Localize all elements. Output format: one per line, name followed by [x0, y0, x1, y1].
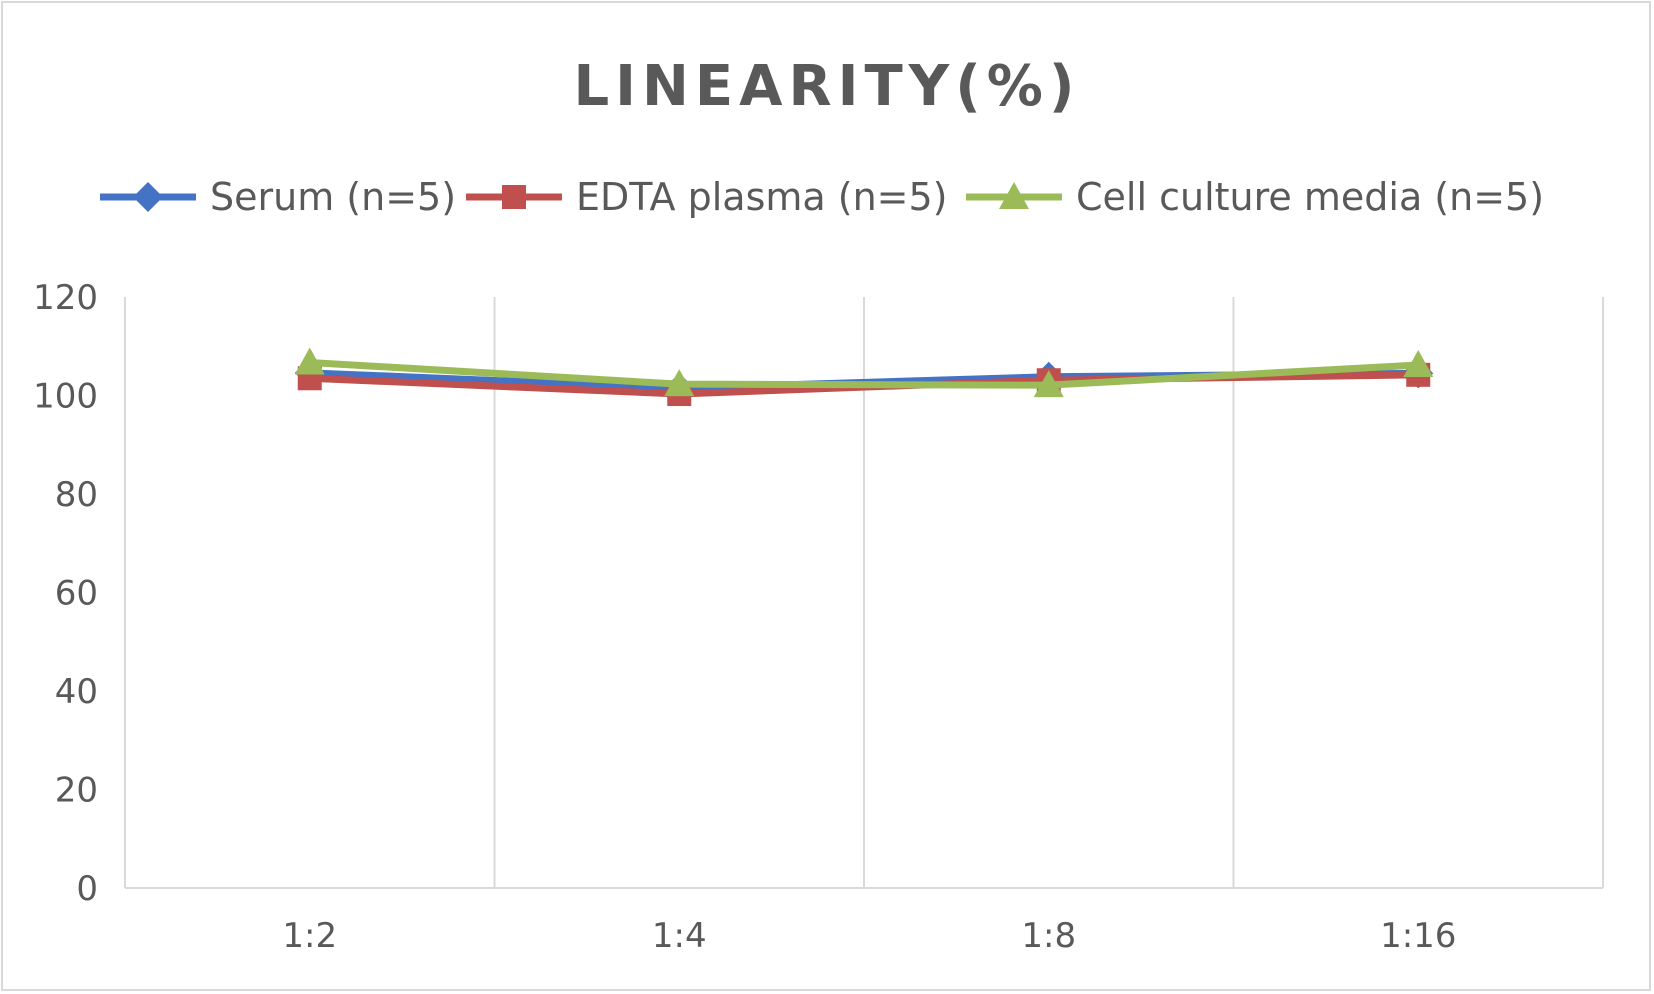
square-marker	[502, 185, 526, 209]
triangle-marker	[1403, 349, 1434, 377]
legend-item: Serum (n=5)	[100, 175, 456, 219]
y-tick-label: 80	[55, 475, 98, 515]
triangle-marker	[1033, 370, 1064, 398]
y-tick-label: 120	[33, 278, 98, 318]
x-tick-label: 1:4	[652, 916, 707, 956]
diamond-marker	[133, 182, 163, 212]
x-tick-label: 1:16	[1380, 916, 1456, 956]
x-axis: 1:2 1:4 1:8 1:16	[282, 916, 1456, 956]
legend-item: Cell culture media (n=5)	[966, 175, 1544, 219]
legend-item: EDTA plasma (n=5)	[466, 175, 948, 219]
y-tick-label: 100	[33, 377, 98, 417]
legend-label: Serum (n=5)	[210, 175, 456, 219]
series-cell	[294, 347, 1434, 398]
triangle-marker	[294, 347, 325, 375]
legend: Serum (n=5) EDTA plasma (n=5) Cell culture…	[100, 175, 1544, 219]
gridlines	[124, 297, 1604, 889]
x-tick-label: 1:2	[282, 916, 337, 956]
triangle-marker	[999, 182, 1029, 209]
legend-label: EDTA plasma (n=5)	[576, 175, 948, 219]
legend-label: Cell culture media (n=5)	[1076, 175, 1544, 219]
triangle-marker	[664, 369, 695, 397]
y-tick-label: 40	[55, 672, 98, 712]
x-tick-label: 1:8	[1021, 916, 1076, 956]
y-tick-label: 60	[55, 574, 98, 614]
y-tick-label: 20	[55, 771, 98, 811]
chart-title: LINEARITY(%)	[574, 54, 1081, 119]
y-axis: 0 20 40 60 80 100 120	[33, 278, 98, 909]
y-tick-label: 0	[76, 869, 98, 909]
series-line	[309, 359, 1419, 389]
series-group	[294, 347, 1434, 407]
